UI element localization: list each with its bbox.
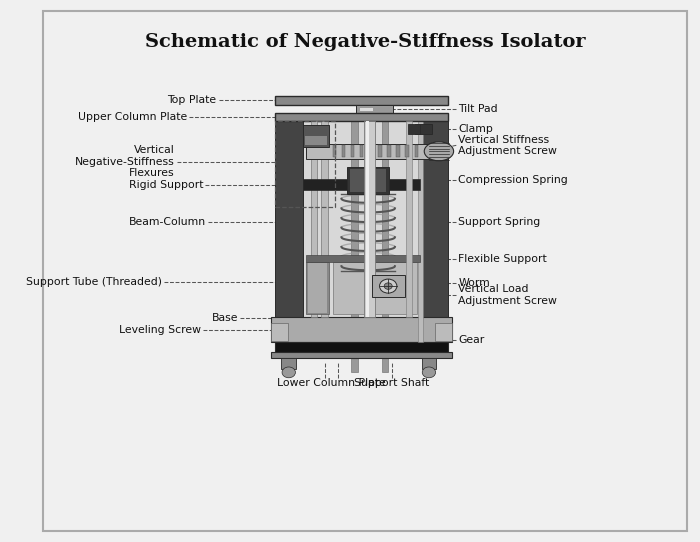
- Bar: [272, 323, 288, 340]
- Bar: [405, 121, 412, 317]
- Bar: [306, 262, 330, 314]
- Bar: [272, 317, 452, 342]
- Bar: [303, 125, 330, 147]
- Bar: [360, 108, 372, 112]
- Text: Upper Column Plate: Upper Column Plate: [78, 112, 188, 122]
- Text: Worm: Worm: [458, 278, 490, 288]
- Bar: [414, 145, 418, 157]
- Bar: [274, 113, 448, 121]
- Bar: [350, 169, 386, 192]
- Text: Rigid Support: Rigid Support: [129, 180, 203, 190]
- Text: Lower Column Plate: Lower Column Plate: [277, 378, 386, 388]
- Bar: [274, 96, 448, 105]
- Text: Compression Spring: Compression Spring: [458, 176, 568, 185]
- Bar: [405, 145, 409, 157]
- Bar: [415, 124, 432, 134]
- Text: Base: Base: [211, 313, 238, 323]
- Bar: [281, 358, 296, 369]
- Text: Top Plate: Top Plate: [167, 95, 216, 105]
- Bar: [347, 167, 389, 194]
- Bar: [382, 121, 388, 372]
- Bar: [306, 255, 420, 262]
- Bar: [387, 145, 391, 157]
- Bar: [274, 342, 448, 352]
- Circle shape: [379, 279, 397, 293]
- Circle shape: [384, 283, 392, 289]
- Bar: [396, 145, 400, 157]
- Bar: [420, 121, 448, 317]
- Bar: [304, 136, 328, 145]
- Bar: [321, 121, 328, 317]
- Bar: [272, 352, 452, 358]
- Text: Vertical Stiffness
Adjustment Screw: Vertical Stiffness Adjustment Screw: [458, 134, 557, 156]
- Text: Gear: Gear: [458, 335, 484, 345]
- Bar: [303, 179, 420, 190]
- Bar: [408, 124, 420, 134]
- Circle shape: [422, 367, 435, 378]
- Text: Schematic of Negative-Stiffness Isolator: Schematic of Negative-Stiffness Isolator: [144, 33, 585, 51]
- Bar: [435, 323, 452, 340]
- Bar: [356, 105, 393, 113]
- Bar: [332, 145, 336, 157]
- Bar: [303, 121, 420, 317]
- Bar: [378, 145, 382, 157]
- Bar: [421, 358, 436, 369]
- Text: Support Spring: Support Spring: [458, 217, 540, 228]
- Bar: [369, 145, 372, 157]
- Bar: [360, 145, 363, 157]
- Text: Support Tube (Threaded): Support Tube (Threaded): [26, 278, 162, 287]
- Text: Vertical Load
Adjustment Screw: Vertical Load Adjustment Screw: [458, 285, 557, 306]
- Text: Tilt Pad: Tilt Pad: [458, 104, 498, 114]
- Text: Flexible Support: Flexible Support: [458, 254, 547, 263]
- Circle shape: [282, 367, 295, 378]
- Bar: [274, 121, 335, 208]
- Bar: [372, 275, 405, 297]
- Bar: [332, 262, 417, 314]
- Bar: [311, 121, 317, 317]
- Text: Vertical
Negative-Stiffness
Flexures: Vertical Negative-Stiffness Flexures: [75, 145, 174, 178]
- Bar: [351, 121, 358, 372]
- Bar: [342, 145, 345, 157]
- Bar: [308, 263, 328, 313]
- Bar: [351, 145, 354, 157]
- Bar: [364, 121, 374, 317]
- Text: Clamp: Clamp: [458, 124, 493, 134]
- Text: Support Shaft: Support Shaft: [354, 378, 429, 388]
- Text: Leveling Screw: Leveling Screw: [119, 325, 202, 335]
- Bar: [306, 144, 433, 159]
- Bar: [274, 121, 303, 317]
- Bar: [365, 121, 369, 317]
- Ellipse shape: [424, 142, 454, 161]
- Text: Beam-Column: Beam-Column: [129, 217, 206, 228]
- Bar: [418, 121, 423, 342]
